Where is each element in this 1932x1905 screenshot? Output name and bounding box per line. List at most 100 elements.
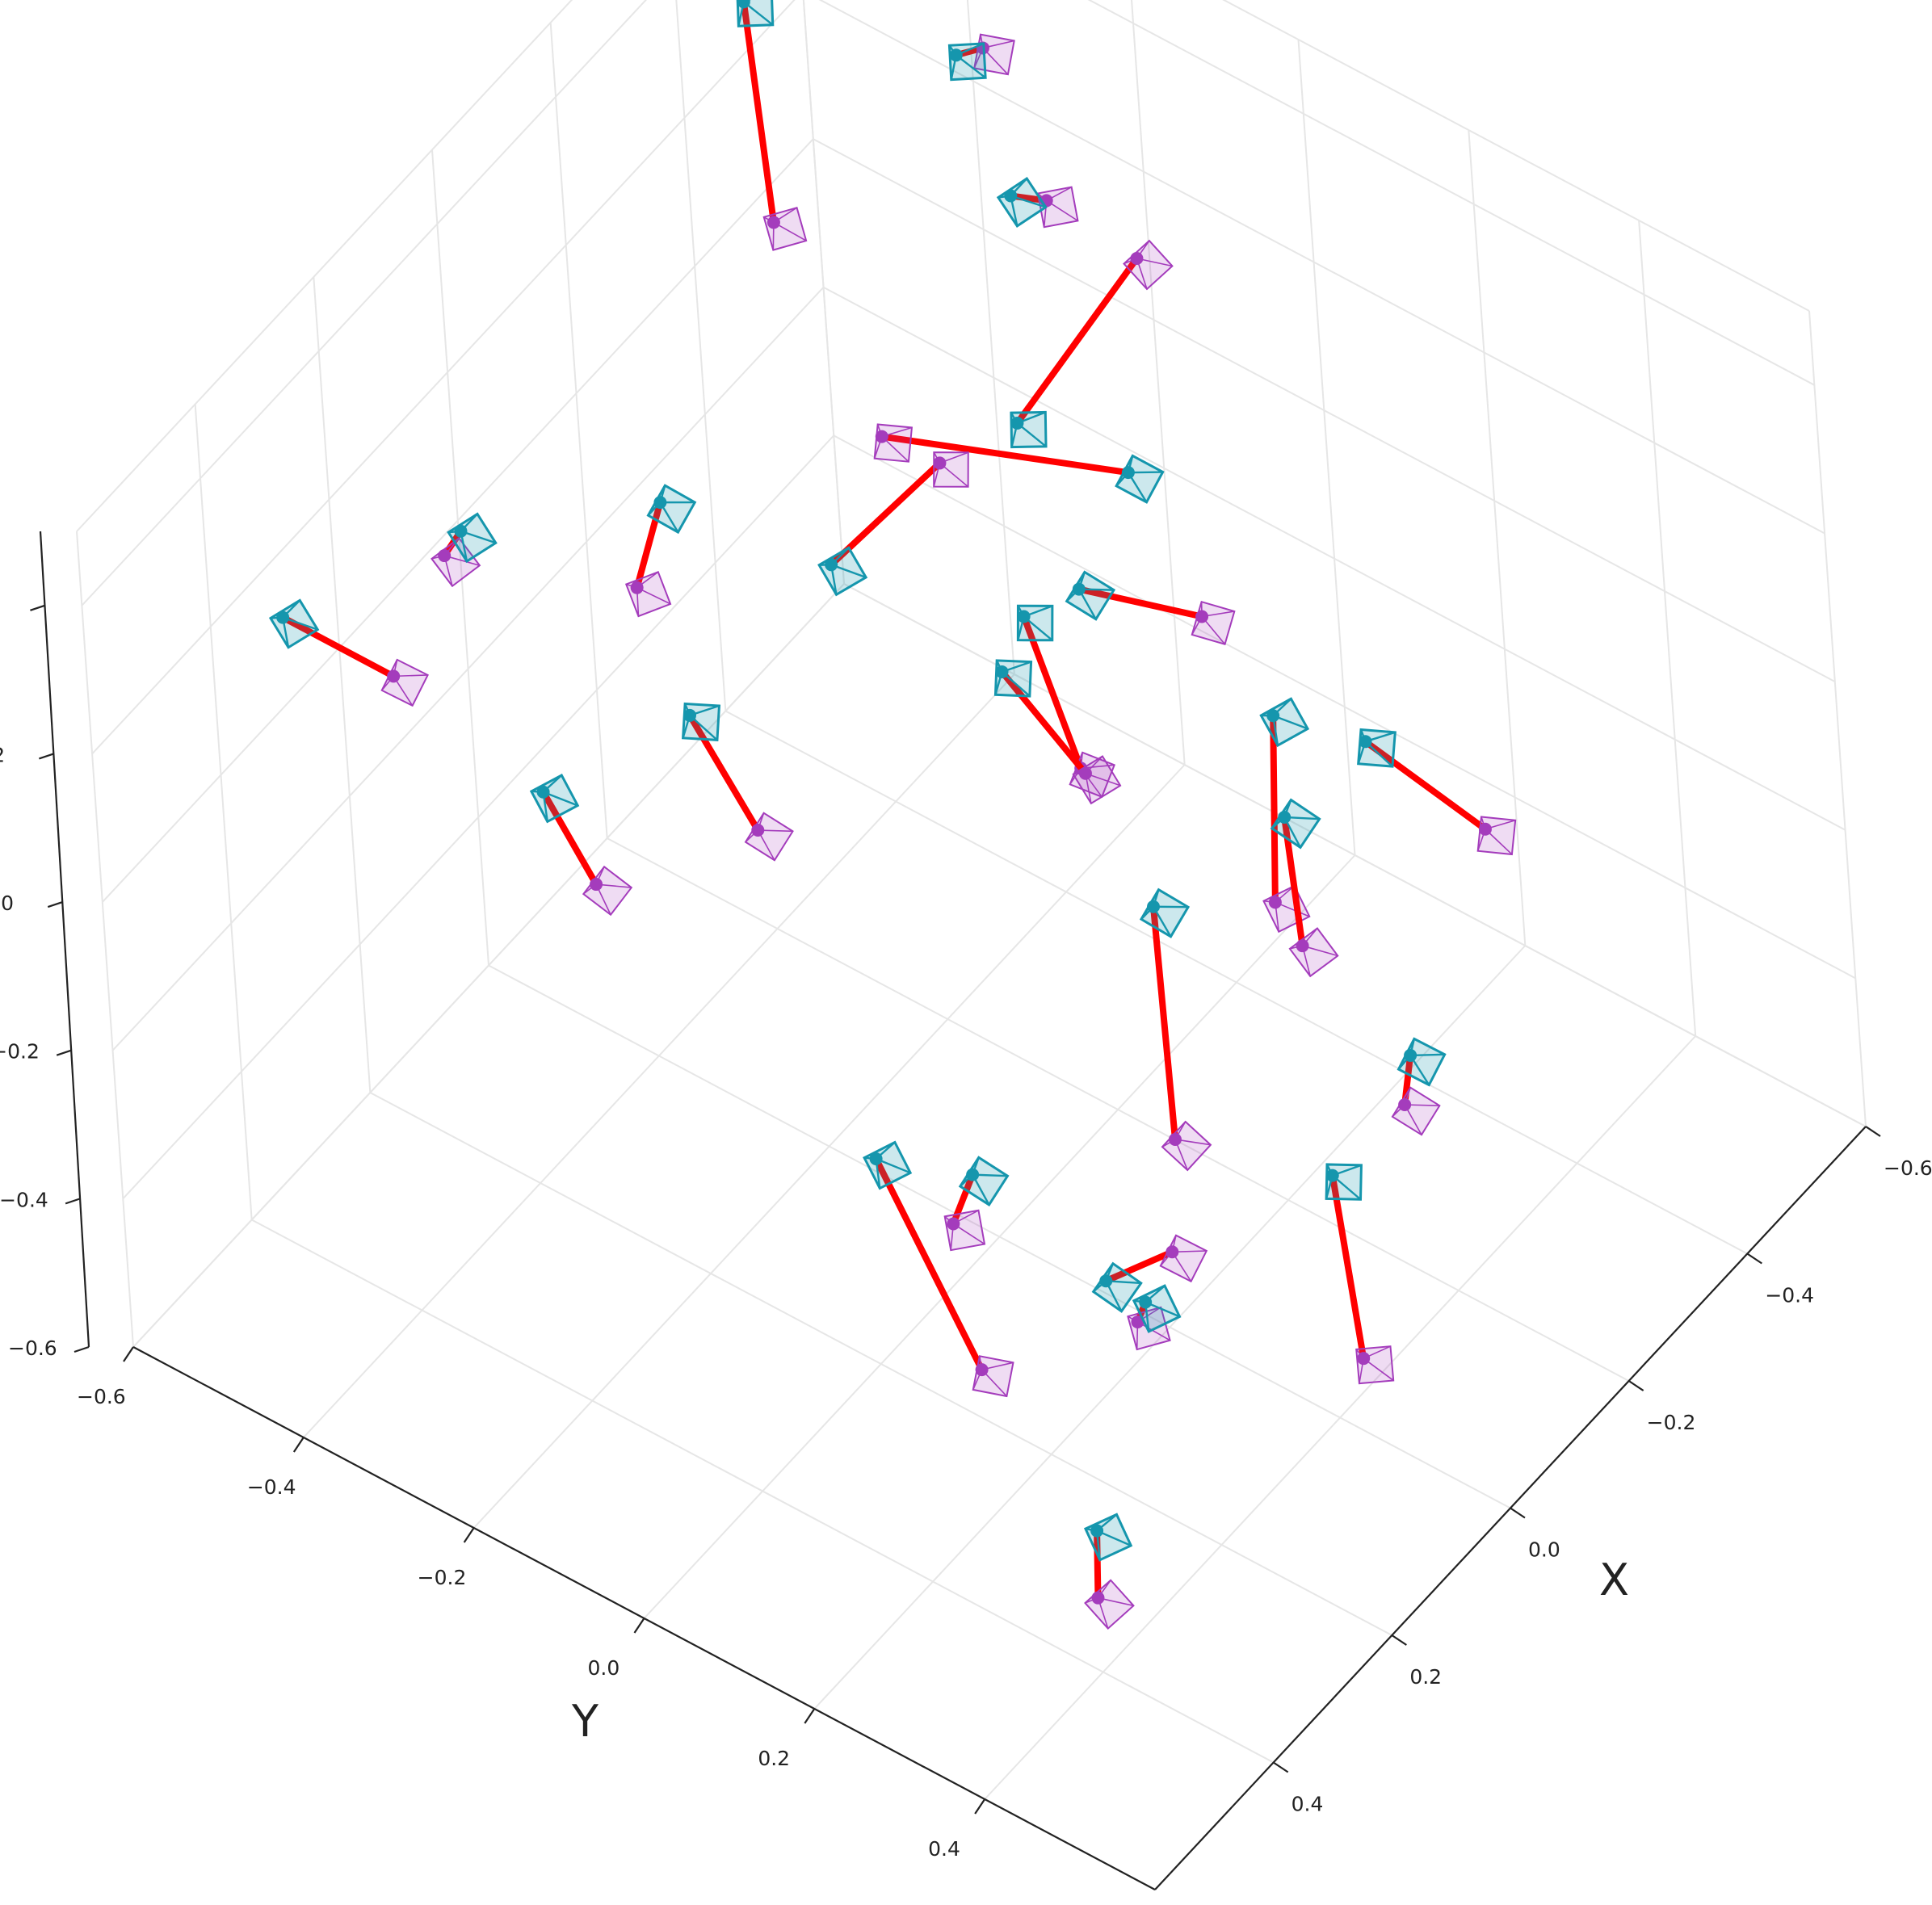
ground-truth-camera [1018, 606, 1052, 640]
ground-truth-camera [531, 775, 578, 821]
predicted-center [1357, 1352, 1370, 1365]
y-tick-mark [975, 1799, 985, 1814]
predicted-camera [626, 572, 670, 616]
y-tick-label: −0.4 [247, 1475, 296, 1499]
camera-frustum-base [1162, 1122, 1211, 1170]
predicted-center [1166, 1245, 1178, 1258]
y-tick-label: −0.2 [418, 1566, 467, 1589]
background-panes [77, 0, 1866, 1890]
predicted-camera [1086, 1580, 1134, 1629]
z-tick-label: 0.0 [0, 892, 14, 915]
predicted-center [1296, 939, 1309, 952]
wall-y-grid-horizontal [77, 0, 788, 531]
ground-truth-camera [737, 0, 773, 26]
floor-grid-y [645, 855, 1355, 1618]
predicted-center [876, 430, 888, 443]
ground-truth-center [1147, 900, 1160, 913]
ground-truth-camera [1261, 699, 1308, 745]
ground-truth-camera [1359, 729, 1396, 766]
wall-y-grid-horizontal [133, 584, 844, 1347]
ground-truth-camera [864, 1142, 910, 1188]
z-tick-mark [74, 1347, 89, 1352]
predicted-camera [1161, 1236, 1207, 1282]
ground-truth-center [1404, 1049, 1417, 1062]
ground-truth-center [1326, 1169, 1339, 1182]
pose-error-line [1333, 1176, 1363, 1359]
predicted-camera [1356, 1346, 1393, 1383]
predicted-camera [1162, 1122, 1211, 1170]
ground-truth-camera [1141, 890, 1188, 937]
wall-y-grid-vertical [788, 0, 844, 584]
wall-x-grid-vertical [1128, 0, 1185, 765]
predicted-camera [945, 1211, 985, 1250]
y-axis-label: Y [571, 1696, 599, 1747]
ground-truth-camera [271, 600, 317, 647]
ground-truth-center [276, 611, 289, 624]
predicted-center [947, 1217, 960, 1230]
predicted-center [387, 669, 400, 682]
pose-error-line [882, 437, 1128, 473]
predicted-center [1269, 896, 1282, 908]
x-tick-label: 0.2 [1409, 1665, 1442, 1689]
predicted-center [1195, 610, 1208, 623]
predicted-center [933, 456, 946, 469]
predicted-camera [1290, 928, 1338, 976]
x-tick-mark [1747, 1254, 1762, 1264]
pose-error-line [1273, 715, 1275, 902]
wall-x-grid-vertical [958, 0, 1014, 674]
predicted-camera [1192, 602, 1235, 644]
x-tick-mark [1629, 1381, 1644, 1391]
ground-truth-camera [1067, 572, 1114, 619]
ground-truth-center [950, 48, 963, 61]
ground-truth-center [1278, 811, 1291, 824]
y-tick-mark [124, 1347, 133, 1362]
x-axis-label: X [1599, 1555, 1629, 1605]
ground-truth-camera [1326, 1164, 1362, 1199]
y-tick-label: 0.4 [928, 1837, 960, 1861]
ground-truth-camera [998, 178, 1046, 226]
ground-truth-center [1266, 709, 1279, 722]
ground-truth-center [1073, 583, 1086, 596]
wall-x-grid-vertical [1299, 40, 1355, 855]
ground-truth-center [825, 558, 838, 571]
camera-frustum-base [1392, 1088, 1439, 1135]
z-tick-mark [57, 1051, 71, 1055]
wall-x-grid-horizontal [792, 0, 1814, 385]
ground-truth-camera [995, 661, 1031, 696]
ground-truth-center [653, 496, 666, 509]
ground-truth-center [1099, 1274, 1112, 1287]
predicted-camera [1124, 241, 1172, 289]
z-tick-label: −0.6 [8, 1336, 57, 1360]
ground-truth-center [1139, 1296, 1152, 1309]
predicted-center [1130, 252, 1143, 265]
predicted-center [751, 824, 764, 837]
pose-error-line [1017, 258, 1136, 423]
floor-grid-y [985, 1036, 1695, 1799]
predicted-center [1479, 823, 1492, 836]
predicted-camera [933, 452, 968, 487]
wall-y-grid-vertical [551, 23, 607, 838]
predicted-center [438, 549, 451, 562]
camera-frustum-base [998, 178, 1046, 226]
y-tick-label: −0.6 [77, 1385, 126, 1408]
ground-truth-center [454, 525, 467, 538]
x-tick-mark [1510, 1508, 1525, 1518]
camera-frustum-base [960, 1157, 1008, 1205]
ground-truth-center [1010, 417, 1023, 430]
predicted-center [1091, 1592, 1104, 1605]
wall-x-grid-vertical [788, 0, 844, 584]
x-tick-mark [1392, 1635, 1406, 1645]
wall-y-grid-vertical [77, 531, 133, 1347]
ground-truth-camera [960, 1157, 1008, 1205]
wall-x-grid-vertical [1639, 220, 1695, 1036]
ground-truth-camera [1272, 800, 1320, 848]
wall-y-grid-horizontal [113, 287, 824, 1051]
y-tick-label: 0.0 [588, 1656, 620, 1680]
predicted-center [1398, 1098, 1411, 1111]
x-tick-mark [1866, 1127, 1880, 1136]
z-axis-line [40, 531, 89, 1347]
wall-y-grid-vertical [313, 277, 370, 1093]
y-tick-label: 0.2 [758, 1747, 790, 1770]
